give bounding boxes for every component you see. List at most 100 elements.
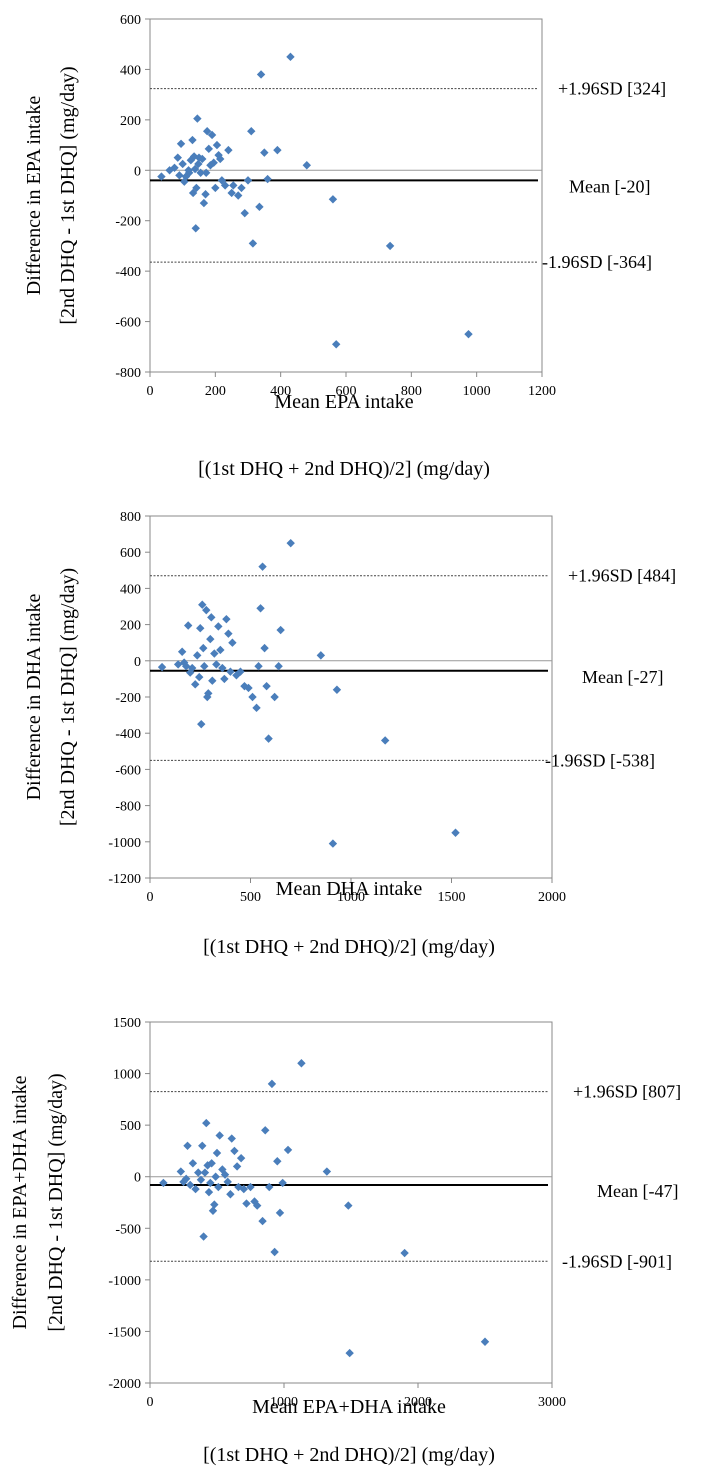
data-point bbox=[210, 649, 219, 658]
x-tick-label: 800 bbox=[401, 384, 422, 399]
data-point bbox=[283, 1145, 293, 1155]
data-point bbox=[207, 130, 217, 140]
data-point bbox=[236, 667, 245, 676]
data-point bbox=[297, 1059, 306, 1068]
data-point bbox=[157, 172, 166, 181]
data-point bbox=[198, 1141, 207, 1150]
data-point bbox=[256, 604, 265, 613]
data-point bbox=[226, 667, 235, 676]
data-point bbox=[216, 645, 225, 655]
data-point bbox=[276, 625, 285, 635]
y-tick-label: -1000 bbox=[108, 1274, 141, 1289]
y-tick-label: -800 bbox=[115, 366, 141, 381]
data-point bbox=[262, 681, 271, 691]
y-tick-label: 400 bbox=[120, 63, 141, 78]
data-point bbox=[227, 1134, 236, 1143]
data-point bbox=[267, 1079, 277, 1089]
data-point bbox=[212, 1148, 222, 1158]
y-tick-label: -600 bbox=[115, 763, 141, 778]
data-point bbox=[159, 1178, 168, 1188]
data-point bbox=[234, 1182, 243, 1192]
y-tick-label: -800 bbox=[115, 800, 141, 815]
data-point bbox=[212, 140, 222, 150]
data-point bbox=[199, 198, 209, 208]
x-tick-label: 0 bbox=[147, 384, 154, 399]
data-point bbox=[208, 676, 217, 685]
x-axis-subtitle: [(1st DHQ + 2nd DHQ)/2] (mg/day) bbox=[203, 1444, 495, 1466]
data-point bbox=[270, 692, 279, 702]
data-point bbox=[273, 1157, 282, 1166]
data-point bbox=[224, 629, 233, 638]
data-point bbox=[322, 1167, 332, 1176]
y-tick-label: -2000 bbox=[108, 1377, 141, 1392]
data-point bbox=[170, 163, 179, 172]
data-point bbox=[176, 1167, 186, 1176]
y-tick-label: -1200 bbox=[108, 872, 141, 887]
y-tick-label: -200 bbox=[115, 215, 141, 230]
data-point bbox=[227, 188, 236, 198]
data-point bbox=[242, 1199, 251, 1208]
data-point bbox=[256, 70, 266, 79]
data-point bbox=[223, 1177, 232, 1187]
data-point bbox=[176, 139, 186, 149]
data-point bbox=[246, 1182, 255, 1192]
data-point bbox=[198, 154, 207, 164]
x-axis-title: Mean EPA intake bbox=[274, 391, 413, 413]
data-point bbox=[200, 662, 209, 671]
data-point bbox=[328, 839, 338, 848]
data-point bbox=[263, 174, 272, 184]
data-point bbox=[230, 1146, 239, 1156]
data-point bbox=[258, 562, 267, 571]
y-tick-label: -600 bbox=[115, 316, 141, 331]
x-axis-title: Mean EPA+DHA intake bbox=[252, 1396, 446, 1418]
data-point bbox=[185, 168, 194, 178]
x-axis-title: Mean DHA intake bbox=[276, 878, 423, 900]
x-tick-label: 500 bbox=[240, 890, 261, 905]
data-point bbox=[199, 643, 208, 653]
y-axis-title: Difference in EPA intake bbox=[23, 96, 45, 296]
y-axis-title: Difference in EPA+DHA intake bbox=[9, 1075, 31, 1329]
data-point bbox=[278, 1178, 287, 1188]
data-point bbox=[228, 638, 237, 647]
data-point bbox=[196, 168, 205, 178]
data-point bbox=[380, 736, 390, 745]
data-point bbox=[157, 662, 167, 672]
data-point bbox=[464, 329, 473, 339]
data-point bbox=[286, 538, 295, 548]
lower-limit-label: -1.96SD [-901] bbox=[562, 1251, 672, 1271]
data-point bbox=[188, 663, 197, 673]
data-point bbox=[211, 1172, 220, 1181]
data-point bbox=[214, 1182, 223, 1192]
mean-label: Mean [-20] bbox=[569, 176, 650, 196]
y-tick-label: 800 bbox=[120, 510, 141, 525]
chart-panel-1: -800 -600 -400 -200 0 200 400 600 0 200 400 600 800 1… bbox=[23, 13, 666, 480]
upper-limit-label: +1.96SD [807] bbox=[573, 1082, 681, 1102]
data-point bbox=[254, 662, 263, 671]
data-point bbox=[202, 1118, 211, 1128]
y-tick-label: 0 bbox=[134, 164, 141, 179]
data-point bbox=[188, 1159, 198, 1168]
data-point bbox=[273, 145, 282, 155]
data-point bbox=[224, 145, 233, 155]
data-point bbox=[196, 1175, 206, 1185]
x-axis-subtitle: [(1st DHQ + 2nd DHQ)/2] (mg/day) bbox=[198, 458, 490, 480]
data-point bbox=[239, 1184, 248, 1194]
data-point bbox=[202, 605, 211, 615]
data-point bbox=[480, 1337, 490, 1346]
y-axis-title: Difference in DHA intake bbox=[23, 593, 45, 800]
x-tick-label: 1000 bbox=[270, 1395, 298, 1410]
data-point bbox=[202, 127, 212, 136]
data-point bbox=[248, 692, 257, 702]
x-axis-subtitle: [(1st DHQ + 2nd DHQ)/2] (mg/day) bbox=[203, 936, 495, 958]
data-point bbox=[206, 1178, 215, 1188]
x-tick-label: 0 bbox=[147, 890, 154, 905]
data-point bbox=[243, 176, 253, 185]
data-point bbox=[183, 1141, 192, 1150]
lower-limit-label: -1.96SD [-538] bbox=[545, 750, 655, 770]
data-point bbox=[196, 624, 205, 633]
data-point bbox=[451, 828, 460, 837]
data-point bbox=[204, 1187, 214, 1197]
data-point bbox=[218, 663, 227, 673]
upper-limit-label: +1.96SD [324] bbox=[558, 79, 666, 99]
